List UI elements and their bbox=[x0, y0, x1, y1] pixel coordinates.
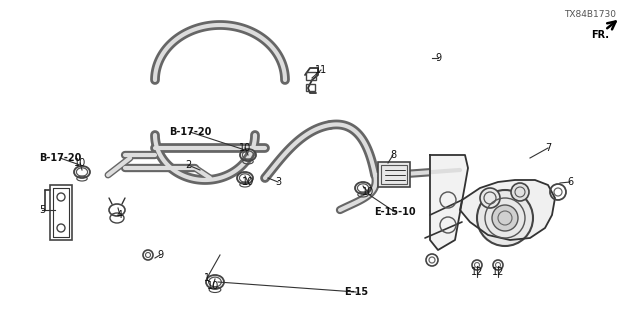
Polygon shape bbox=[430, 155, 468, 250]
Circle shape bbox=[511, 183, 529, 201]
Circle shape bbox=[492, 205, 518, 231]
Text: 10: 10 bbox=[242, 177, 254, 187]
Text: B-17-20: B-17-20 bbox=[39, 153, 81, 163]
Text: 10: 10 bbox=[239, 143, 251, 153]
Text: 10: 10 bbox=[74, 158, 86, 168]
Text: TX84B1730: TX84B1730 bbox=[564, 10, 616, 19]
Text: 9: 9 bbox=[157, 250, 163, 260]
Text: 10: 10 bbox=[362, 187, 374, 197]
Circle shape bbox=[477, 190, 533, 246]
Text: 10: 10 bbox=[207, 281, 219, 291]
Text: E-15-10: E-15-10 bbox=[374, 207, 416, 217]
Bar bbox=[378, 162, 410, 187]
Text: 1: 1 bbox=[204, 273, 210, 283]
Text: 2: 2 bbox=[185, 160, 191, 170]
Bar bbox=[50, 185, 72, 240]
Bar bbox=[306, 84, 315, 91]
Text: FR.: FR. bbox=[591, 30, 609, 40]
Text: 9: 9 bbox=[435, 53, 441, 63]
Text: B-17-20: B-17-20 bbox=[169, 127, 211, 137]
Bar bbox=[306, 72, 316, 80]
Text: 5: 5 bbox=[39, 205, 45, 215]
Bar bbox=[381, 165, 407, 184]
Text: E-15: E-15 bbox=[344, 287, 368, 297]
Polygon shape bbox=[460, 180, 555, 240]
Text: 8: 8 bbox=[390, 150, 396, 160]
Text: 11: 11 bbox=[315, 65, 327, 75]
Text: 12: 12 bbox=[471, 267, 483, 277]
Text: 12: 12 bbox=[492, 267, 504, 277]
Text: 6: 6 bbox=[567, 177, 573, 187]
Text: 7: 7 bbox=[545, 143, 551, 153]
Text: 3: 3 bbox=[275, 177, 281, 187]
Circle shape bbox=[480, 188, 500, 208]
Text: 4: 4 bbox=[117, 210, 123, 220]
